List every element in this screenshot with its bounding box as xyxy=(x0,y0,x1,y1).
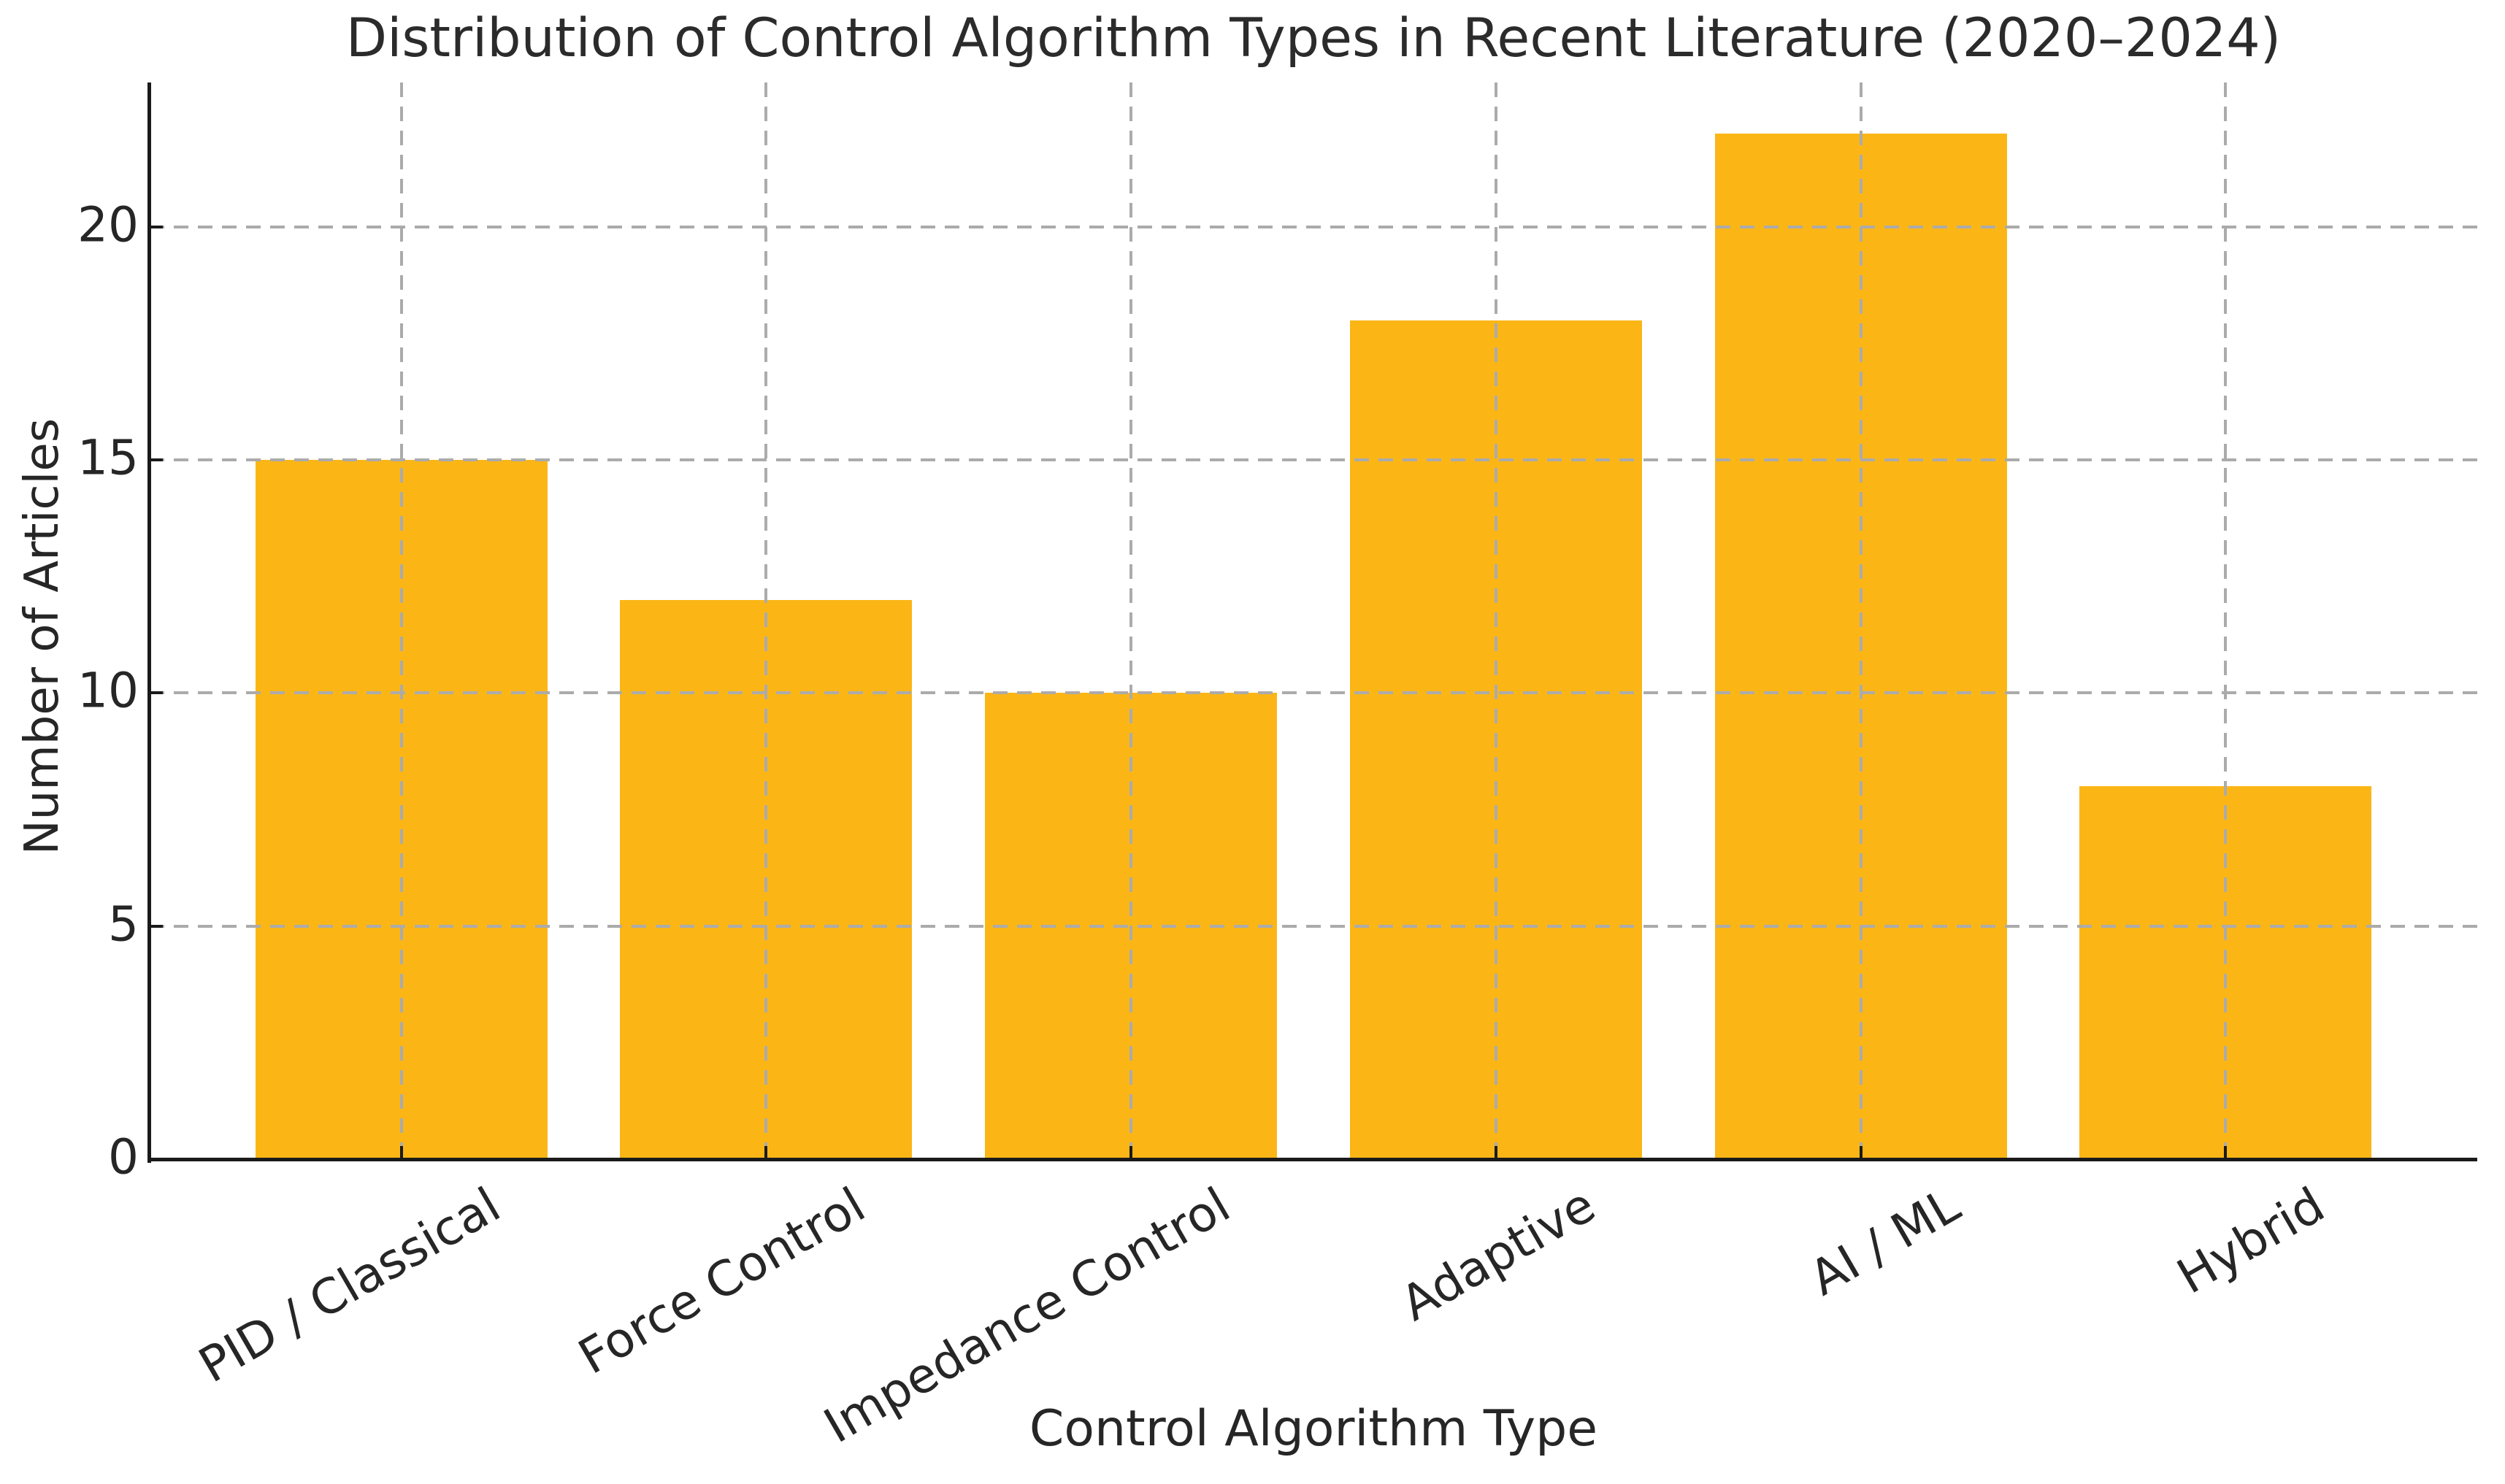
h-gridline-5 xyxy=(150,924,2477,928)
y-tick-mark-5 xyxy=(151,924,163,928)
x-tick-label-2: Impedance Control xyxy=(815,1177,1240,1455)
h-gridline-15 xyxy=(150,458,2477,462)
x-tick-label-0: PID / Classical xyxy=(190,1177,510,1394)
v-gridline-2 xyxy=(1129,82,1133,1159)
x-tick-mark-5 xyxy=(2224,1146,2228,1158)
y-tick-label-10: 10 xyxy=(77,662,139,719)
h-gridline-10 xyxy=(150,691,2477,695)
v-gridline-0 xyxy=(399,82,403,1159)
x-tick-mark-2 xyxy=(1129,1146,1133,1158)
left-spine xyxy=(147,82,151,1163)
y-tick-mark-10 xyxy=(151,691,163,695)
chart-title: Distribution of Control Algorithm Types … xyxy=(345,7,2282,69)
x-tick-mark-1 xyxy=(764,1146,768,1158)
x-tick-label-3: Adaptive xyxy=(1391,1177,1605,1332)
x-tick-label-1: Force Control xyxy=(569,1177,875,1385)
bottom-spine xyxy=(147,1158,2477,1161)
v-gridline-4 xyxy=(1859,82,1863,1159)
v-gridline-3 xyxy=(1494,82,1497,1159)
y-tick-mark-15 xyxy=(151,458,163,462)
v-gridline-1 xyxy=(764,82,768,1159)
x-tick-label-5: Hybrid xyxy=(2168,1177,2334,1305)
h-gridline-20 xyxy=(150,225,2477,228)
x-tick-mark-4 xyxy=(1859,1146,1863,1158)
v-gridline-5 xyxy=(2224,82,2228,1159)
x-tick-label-4: AI / ML xyxy=(1800,1177,1970,1307)
y-tick-label-0: 0 xyxy=(108,1129,139,1185)
y-tick-label-5: 5 xyxy=(108,896,139,953)
y-tick-label-15: 15 xyxy=(77,429,139,486)
y-tick-label-20: 20 xyxy=(77,196,139,253)
x-tick-mark-0 xyxy=(399,1146,403,1158)
x-axis-label: Control Algorithm Type xyxy=(1029,1400,1598,1458)
x-tick-mark-3 xyxy=(1494,1146,1497,1158)
y-tick-mark-20 xyxy=(151,225,163,228)
